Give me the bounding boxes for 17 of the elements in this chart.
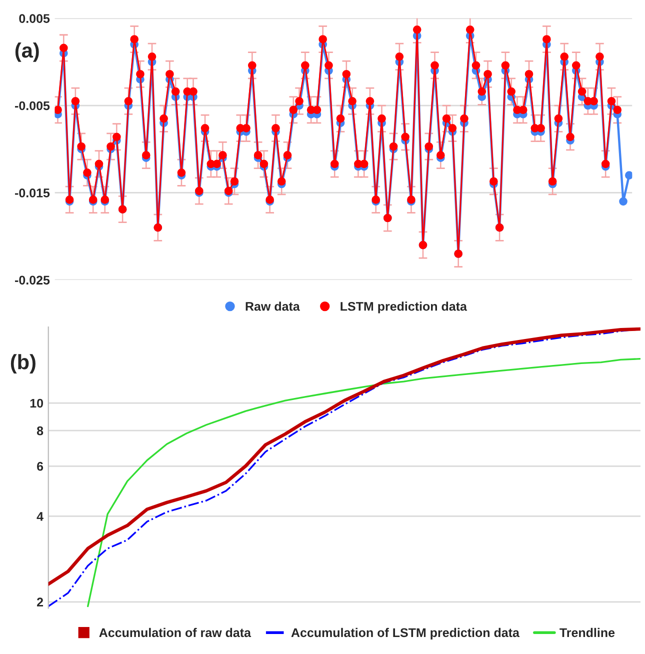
text: (b) (10, 354, 36, 374)
line-series (87, 358, 640, 608)
y-tick-label: 10 (30, 398, 44, 408)
legend-label: Raw data (246, 302, 300, 311)
legend-label: Accumulation of LSTM prediction data (291, 628, 520, 640)
y-tick-label: -0.025 (15, 276, 50, 285)
text: (a) (15, 42, 39, 62)
y-tick-label: 2 (36, 598, 44, 606)
y-tick-label: -0.015 (15, 188, 50, 198)
y-tick-label: 6 (37, 462, 44, 471)
legend-label: Accumulation of raw data (99, 628, 252, 638)
y-tick-label: 8 (36, 426, 44, 436)
legend-label: LSTM prediction data (340, 302, 468, 314)
legend-label: Trendline (560, 628, 615, 638)
y-tick-label: -0.005 (15, 101, 50, 110)
y-tick-label: 0.005 (19, 14, 50, 23)
y-tick-label: 4 (36, 512, 44, 521)
